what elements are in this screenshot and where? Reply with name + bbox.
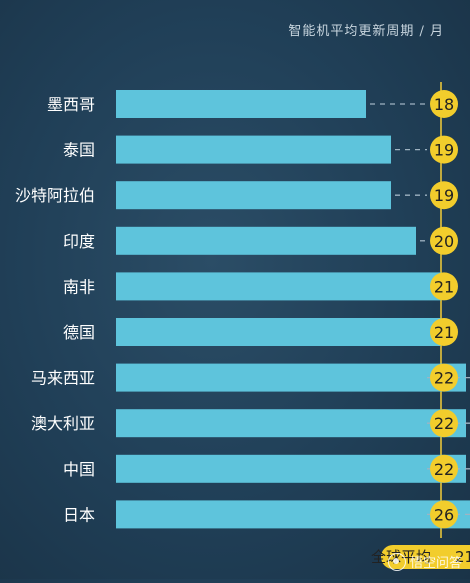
bar [116,454,466,483]
average-value: 21 [455,548,470,566]
category-label: 南非 [63,277,95,296]
value-badge [430,409,458,438]
watermark-logo-icon [387,552,406,571]
value-badge [430,272,458,301]
value-label: 22 [434,460,454,479]
category-label: 日本 [63,505,95,524]
category-label: 沙特阿拉伯 [15,186,95,205]
bar [116,226,416,255]
bar [116,90,366,118]
category-label: 澳大利亚 [31,414,95,433]
category-label: 印度 [63,232,95,251]
value-label: 21 [434,277,454,296]
value-label: 21 [434,323,454,342]
category-label: 泰国 [63,141,95,160]
value-badge [430,454,458,483]
value-label: 19 [434,186,454,205]
value-badge [430,135,458,164]
value-label: 22 [434,369,454,388]
chart-title: 智能机平均更新周期 / 月 [288,24,444,39]
bar [116,409,466,438]
value-label: 22 [434,414,454,433]
value-badge [430,90,458,118]
value-label: 26 [434,505,454,524]
category-label: 马来西亚 [31,369,95,388]
bar [116,135,391,164]
category-label: 德国 [63,323,95,342]
value-label: 18 [434,95,454,114]
value-badge [430,226,458,255]
bar [116,272,441,301]
bar [116,363,466,392]
bar [116,318,441,346]
value-badge [430,500,458,529]
watermark-text: 悟空问答 [409,556,462,571]
value-badge [430,181,458,210]
category-label: 墨西哥 [47,95,95,114]
bar [116,500,470,529]
value-badge [430,363,458,392]
value-badge [430,318,458,346]
category-label: 中国 [63,460,95,479]
value-label: 20 [434,232,454,251]
bar [116,181,391,210]
watermark: 悟空问答 [387,552,462,571]
value-label: 19 [434,141,454,160]
